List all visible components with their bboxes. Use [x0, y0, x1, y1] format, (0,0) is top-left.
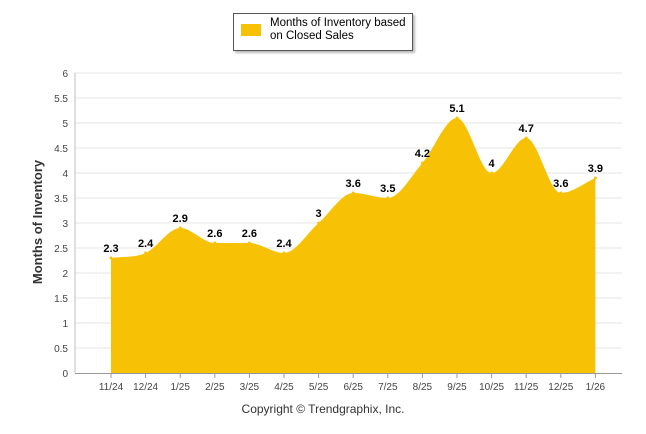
data-label: 2.4 [138, 238, 154, 250]
y-tick-label: 3.5 [54, 194, 68, 205]
x-tick-label: 3/25 [240, 382, 260, 393]
data-label: 4 [489, 158, 496, 170]
x-tick-label: 6/25 [343, 382, 363, 393]
x-tick-label: 7/25 [378, 382, 398, 393]
data-point [420, 161, 424, 165]
x-tick-label: 9/25 [447, 382, 467, 393]
data-point [351, 191, 355, 195]
x-tick-label: 11/25 [514, 382, 539, 393]
data-point [282, 251, 286, 255]
data-label: 3.9 [588, 163, 603, 175]
data-point [109, 256, 113, 260]
area-fill [111, 118, 596, 373]
x-tick-label: 12/24 [133, 382, 158, 393]
y-tick-labels: 0 0.5 1 1.5 2 2.5 3 3.5 4 4.5 5 5.5 6 [54, 69, 68, 380]
axes [74, 73, 622, 378]
x-tick-label: 2/25 [205, 382, 225, 393]
data-label: 2.6 [242, 228, 257, 240]
data-point [455, 116, 459, 120]
y-tick-label: 6 [62, 69, 68, 80]
legend[interactable]: Months of Inventory based on Closed Sale… [233, 13, 413, 51]
data-labels: 2.3 2.4 2.9 2.6 2.6 2.4 3 3.6 3.5 4.2 5.1 4 4.7 3.6 3.… [103, 103, 603, 255]
legend-swatch [241, 24, 261, 36]
y-tick-label: 5.5 [54, 94, 68, 105]
data-label: 2.6 [207, 228, 222, 240]
x-tick-label: 10/25 [479, 382, 504, 393]
data-point [593, 176, 597, 180]
y-tick-label: 0.5 [54, 344, 68, 355]
data-label: 3.6 [553, 178, 568, 190]
x-tick-labels: 11/24 12/24 1/25 2/25 3/25 4/25 5/25 6/25 7/25 8/… [99, 382, 606, 393]
area-series [109, 116, 597, 373]
data-label: 4.7 [519, 123, 534, 135]
data-point [317, 221, 321, 225]
x-tick-label: 4/25 [274, 382, 294, 393]
copyright-text: Copyright © Trendgraphix, Inc. [241, 402, 405, 416]
data-point [247, 241, 251, 245]
data-label: 4.2 [415, 148, 430, 160]
x-tick-label: 5/25 [309, 382, 329, 393]
data-point [213, 241, 217, 245]
data-point [490, 171, 494, 175]
data-point [144, 251, 148, 255]
data-point [524, 136, 528, 140]
x-tick-label: 1/25 [170, 382, 190, 393]
x-tick-label: 1/26 [586, 382, 606, 393]
data-point [178, 226, 182, 230]
data-point [559, 191, 563, 195]
x-tick-label: 12/25 [548, 382, 573, 393]
data-label: 2.9 [173, 213, 188, 225]
y-tick-label: 2.5 [54, 244, 68, 255]
y-tick-label: 3 [62, 219, 68, 230]
y-tick-label: 0 [62, 369, 68, 380]
x-tick-label: 8/25 [413, 382, 433, 393]
y-tick-label: 4.5 [54, 144, 68, 155]
y-tick-label: 5 [62, 119, 68, 130]
data-label: 3 [316, 208, 322, 220]
y-tick-label: 2 [62, 269, 68, 280]
x-tick-label: 11/24 [99, 382, 124, 393]
y-tick-label: 1 [62, 319, 68, 330]
y-tick-label: 4 [62, 169, 68, 180]
y-axis-label: Months of Inventory [30, 159, 45, 284]
data-label: 2.3 [103, 243, 118, 255]
legend-label: Months of Inventory based on Closed Sale… [270, 17, 406, 42]
y-tick-label: 1.5 [54, 294, 68, 305]
data-point [386, 196, 390, 200]
data-label: 5.1 [449, 103, 464, 115]
data-label: 3.6 [346, 178, 361, 190]
data-label: 2.4 [276, 238, 292, 250]
data-label: 3.5 [380, 183, 395, 195]
